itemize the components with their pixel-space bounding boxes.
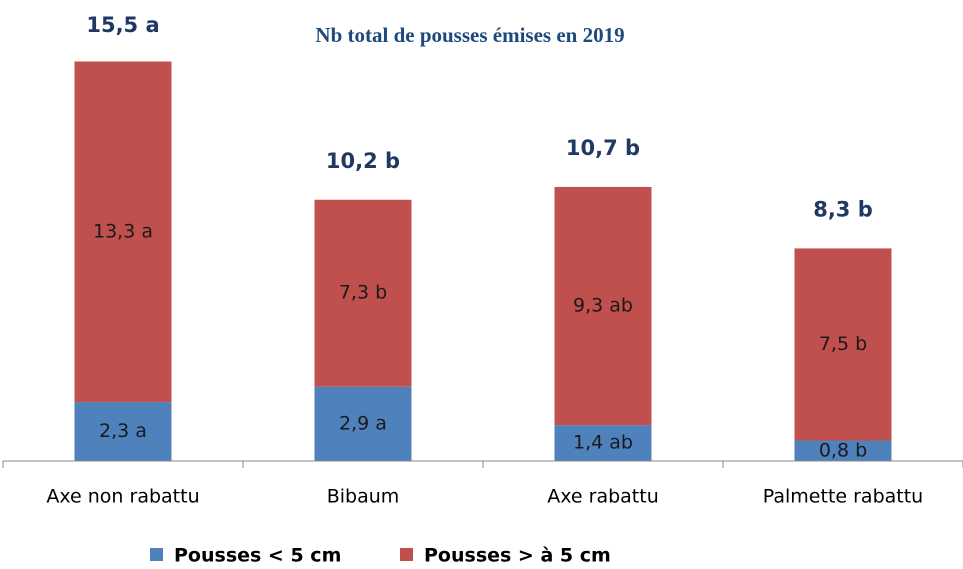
segment-label: 7,3 b — [339, 282, 387, 304]
chart-title: Nb total de pousses émises en 2019 — [315, 23, 624, 47]
segment-label: 2,9 a — [339, 412, 387, 434]
bar-segment — [554, 425, 652, 461]
bar-segment — [74, 402, 172, 461]
segment-label: 1,4 ab — [573, 432, 633, 454]
bar-segment — [314, 199, 412, 387]
segment-label: 7,5 b — [819, 333, 867, 355]
segment-label: 9,3 ab — [573, 295, 633, 317]
x-tick-label: Axe non rabattu — [46, 486, 199, 508]
total-label: 15,5 a — [86, 13, 159, 37]
legend-swatch — [150, 548, 163, 561]
total-label: 10,7 b — [566, 136, 640, 160]
bar-segment — [554, 186, 652, 426]
total-label: 8,3 b — [813, 197, 873, 221]
x-tick-label: Palmette rabattu — [763, 486, 923, 508]
bar-segment — [74, 61, 172, 403]
segment-label: 2,3 a — [99, 420, 147, 442]
total-label: 10,2 b — [326, 149, 400, 173]
legend-label: Pousses < 5 cm — [174, 545, 341, 567]
x-tick-label: Axe rabattu — [547, 486, 659, 508]
segment-label: 0,8 b — [819, 439, 867, 461]
bar-segment — [314, 386, 412, 461]
legend-swatch — [400, 548, 413, 561]
legend-label: Pousses > à 5 cm — [424, 545, 611, 567]
bar-segment — [794, 248, 892, 441]
segment-label: 13,3 a — [93, 220, 153, 242]
x-tick-label: Bibaum — [327, 486, 400, 508]
bar-segment — [794, 440, 892, 461]
